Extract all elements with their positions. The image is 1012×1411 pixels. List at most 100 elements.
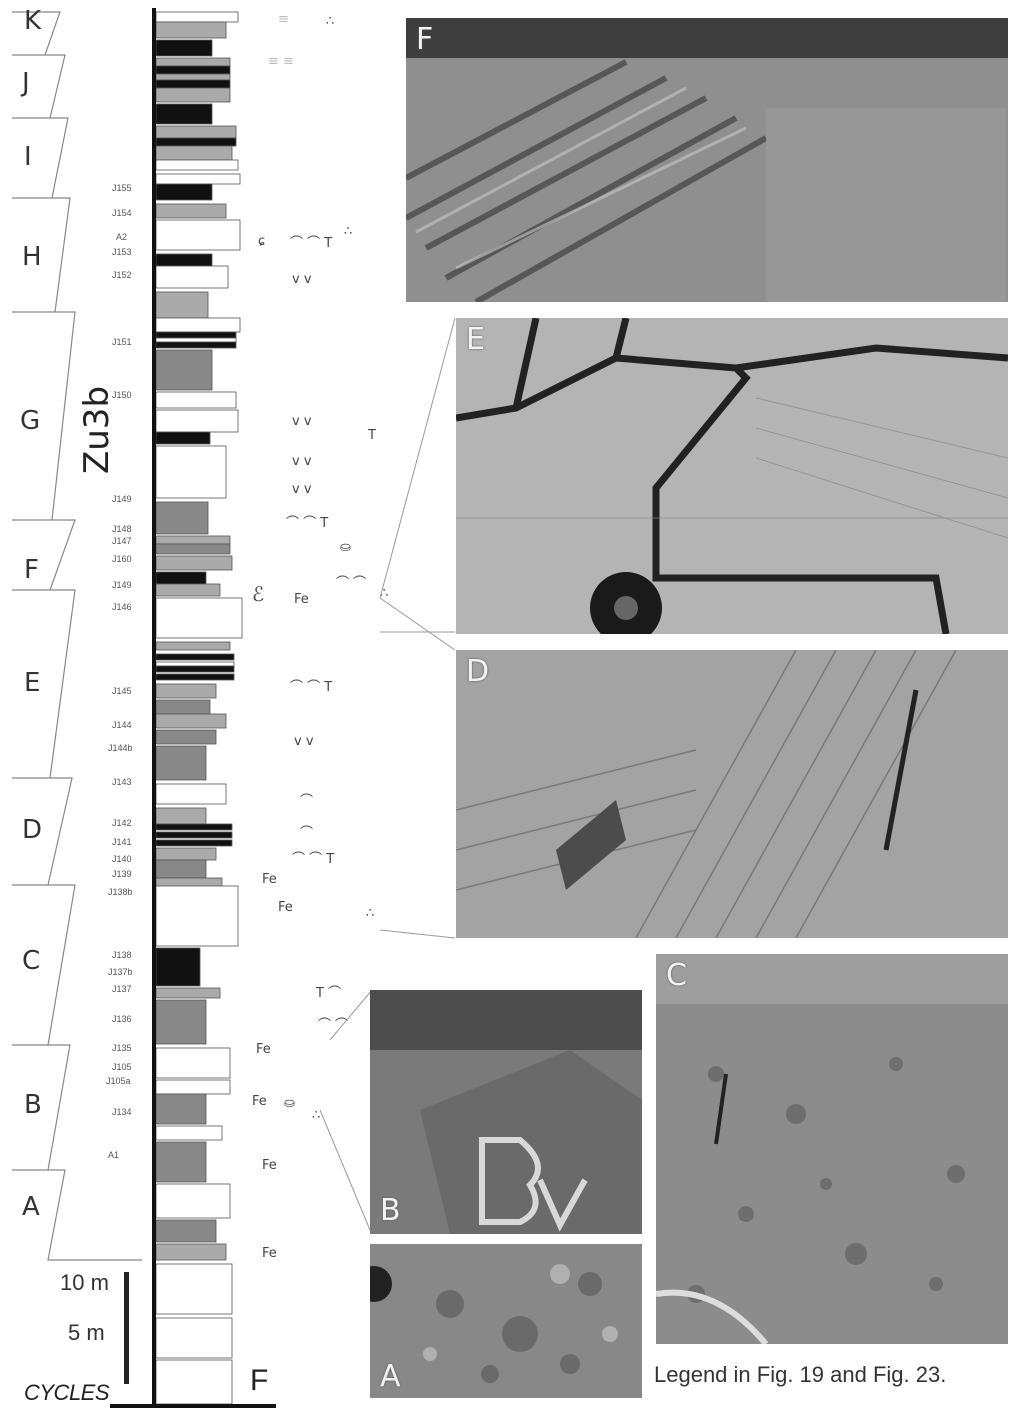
bed-label: J140 bbox=[112, 854, 132, 864]
bed-label: J141 bbox=[112, 837, 132, 847]
nodule-icon: ⛀ bbox=[340, 540, 351, 555]
column-bed bbox=[156, 87, 231, 103]
bed-label: J105a bbox=[106, 1076, 131, 1086]
photo-b-label: B bbox=[380, 1193, 401, 1228]
ripple-icon: ⌒ ⌒ T bbox=[290, 680, 333, 695]
scale-label-10m: 10 m bbox=[60, 1270, 109, 1295]
plant-icon: ɕ bbox=[258, 234, 266, 249]
bed-label: J153 bbox=[112, 247, 132, 257]
cycle-label-c: C bbox=[22, 946, 41, 976]
photo-a-label: A bbox=[380, 1359, 401, 1394]
column-axis bbox=[152, 8, 156, 1408]
photo-d-label: D bbox=[466, 654, 490, 689]
column-bed bbox=[156, 103, 213, 125]
iron-label: Fe bbox=[252, 1094, 267, 1109]
ripple-icon: ⌒ ⌒ T bbox=[290, 236, 333, 251]
photo-f: F bbox=[406, 18, 1008, 302]
column-bed bbox=[156, 543, 231, 555]
ripple-icon: T ⌒ bbox=[316, 986, 342, 1001]
cycle-label-i: I bbox=[24, 142, 32, 172]
ripple-icon: ⌒ bbox=[300, 826, 314, 841]
column-bed bbox=[156, 431, 211, 445]
column-bed bbox=[156, 1219, 217, 1243]
ripple-icon: ⌒ ⌒ T bbox=[292, 852, 335, 867]
cycle-label-f: F bbox=[24, 555, 39, 585]
column-bed bbox=[156, 583, 221, 597]
bed-label: J142 bbox=[112, 818, 132, 828]
scale-label-5m: 5 m bbox=[68, 1320, 105, 1345]
column-base-line bbox=[110, 1404, 276, 1408]
photo-d: D bbox=[456, 650, 1008, 938]
gravel-icon: ∴ bbox=[344, 224, 353, 239]
iron-label: Fe bbox=[262, 872, 277, 887]
bed-label: J154 bbox=[112, 208, 132, 218]
column-bed bbox=[156, 641, 231, 651]
bed-label: J134 bbox=[112, 1107, 132, 1117]
bed-label: J145 bbox=[112, 686, 132, 696]
lamination-icon: ≡ ≡ bbox=[268, 54, 294, 69]
bed-label: J149 bbox=[112, 494, 132, 504]
bioturbation-icon: v v bbox=[292, 482, 312, 497]
column-bed bbox=[156, 349, 213, 391]
trace-icon: T bbox=[368, 428, 376, 443]
bed-label: J150 bbox=[112, 390, 132, 400]
column-bed bbox=[156, 745, 207, 781]
ripple-icon: ⌒ ⌒ T bbox=[286, 516, 329, 531]
column-bed bbox=[156, 1183, 231, 1219]
column-bed bbox=[156, 1125, 223, 1141]
column-bed bbox=[156, 653, 235, 661]
bed-label: J155 bbox=[112, 183, 132, 193]
bed-label: A2 bbox=[116, 232, 128, 242]
photo-f-label: F bbox=[416, 22, 434, 57]
column-bed bbox=[156, 823, 233, 831]
bed-label: J152 bbox=[112, 270, 132, 280]
bed-label: J143 bbox=[112, 777, 132, 787]
ripple-icon: ⌒ ⌒ bbox=[318, 1018, 349, 1033]
bed-label: J135 bbox=[112, 1043, 132, 1053]
cycle-label-d: D bbox=[22, 815, 43, 845]
column-bed bbox=[156, 445, 227, 499]
photo-b: B bbox=[370, 990, 642, 1234]
cycle-label-j: J bbox=[22, 68, 30, 98]
column-bed bbox=[156, 999, 207, 1045]
lamination-icon: ≡ bbox=[278, 12, 289, 27]
photo-e-label: E bbox=[466, 322, 485, 357]
column-bed bbox=[156, 831, 233, 839]
iron-label: Fe bbox=[262, 1158, 277, 1173]
cycle-label-a: A bbox=[22, 1192, 40, 1222]
cycle-label-h: H bbox=[22, 242, 42, 272]
bed-label: J138 bbox=[112, 950, 132, 960]
column-label: F bbox=[250, 1364, 269, 1397]
scale-bar bbox=[124, 1272, 129, 1384]
column-bed bbox=[156, 1243, 227, 1261]
bed-label: J144b bbox=[108, 743, 133, 753]
ripple-icon: ⌒ ⌒ bbox=[336, 576, 367, 591]
column-bed bbox=[156, 839, 233, 847]
bed-label: J147 bbox=[112, 536, 132, 546]
column-bed bbox=[156, 729, 217, 745]
bed-label: J148 bbox=[112, 524, 132, 534]
bed-label: J149 bbox=[112, 580, 132, 590]
cycle-label-b: B bbox=[24, 1090, 42, 1120]
bioturbation-icon: v v bbox=[292, 272, 312, 287]
bed-label: J137 bbox=[112, 984, 132, 994]
bed-label: J151 bbox=[112, 337, 132, 347]
iron-label: Fe bbox=[294, 592, 309, 607]
gravel-icon: ∴ bbox=[312, 1108, 321, 1123]
column-bed bbox=[156, 159, 239, 171]
legend-note: Legend in Fig. 19 and Fig. 23. bbox=[654, 1362, 947, 1387]
photo-e: E bbox=[456, 318, 1008, 634]
gravel-icon: ∴ bbox=[326, 14, 335, 29]
column-bed bbox=[156, 1141, 207, 1183]
bed-label: A1 bbox=[108, 1150, 120, 1160]
photo-c: C bbox=[656, 954, 1008, 1344]
photo-a: A bbox=[370, 1244, 642, 1398]
column-bed bbox=[156, 501, 209, 535]
cycles-label: CYCLES bbox=[24, 1380, 110, 1405]
column-bed bbox=[156, 987, 221, 999]
column-bed bbox=[156, 1317, 233, 1359]
nodule-icon: ⛀ bbox=[284, 1096, 295, 1111]
column-bed bbox=[156, 1359, 233, 1404]
iron-label: Fe bbox=[278, 900, 293, 915]
